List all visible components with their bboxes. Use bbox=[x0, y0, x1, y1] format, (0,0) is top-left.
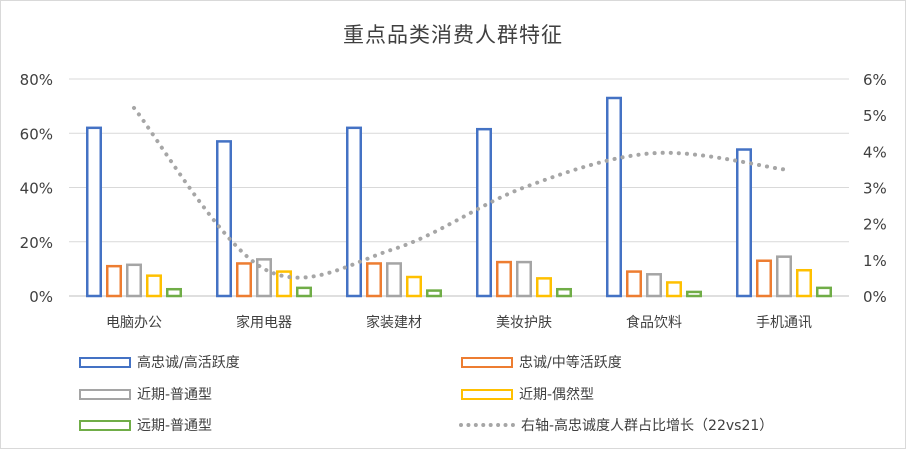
bar bbox=[406, 275, 422, 298]
x-tick-label: 电脑办公 bbox=[106, 315, 162, 331]
y-right-tick-label: 5% bbox=[863, 107, 887, 125]
bar bbox=[86, 126, 102, 298]
chart-title: 重点品类消费人群特征 bbox=[343, 23, 563, 47]
bar bbox=[426, 289, 442, 298]
bar bbox=[386, 262, 402, 298]
x-tick-label: 美妆护肤 bbox=[496, 315, 552, 331]
y-left-tick-label: 60% bbox=[20, 125, 53, 143]
bar bbox=[646, 273, 662, 298]
y-right-tick-label: 1% bbox=[863, 252, 887, 270]
bar bbox=[796, 268, 812, 298]
bar bbox=[216, 140, 232, 298]
y-left-tick-label: 20% bbox=[20, 234, 53, 252]
x-tick-label: 家用电器 bbox=[236, 314, 292, 331]
bar bbox=[606, 96, 622, 298]
bar bbox=[146, 274, 162, 298]
bar bbox=[366, 262, 382, 298]
bar bbox=[126, 263, 142, 298]
bars bbox=[86, 96, 832, 298]
gridlines bbox=[69, 78, 849, 297]
bar bbox=[626, 270, 642, 298]
bar bbox=[536, 277, 552, 298]
bar bbox=[516, 260, 532, 298]
bar bbox=[236, 262, 252, 298]
bar bbox=[106, 264, 122, 298]
bar bbox=[686, 290, 702, 298]
y-right-tick-label: 0% bbox=[863, 288, 887, 306]
bar bbox=[736, 148, 752, 298]
y-right-tick-label: 6% bbox=[863, 71, 887, 89]
y-left-tick-label: 0% bbox=[29, 288, 53, 306]
bar bbox=[776, 255, 792, 298]
bar bbox=[476, 127, 492, 298]
x-tick-label: 家装建材 bbox=[366, 314, 422, 331]
y-right-tick-label: 2% bbox=[863, 216, 887, 234]
bar bbox=[166, 287, 182, 298]
bar bbox=[296, 286, 312, 298]
axes: 0% 20% 40% 60% 80% 0% 1% 2% 3% 4% 5% 6% 电脑办公 家用电器 家装建材… bbox=[20, 71, 887, 331]
line-series-path bbox=[132, 105, 786, 280]
y-right-tick-label: 3% bbox=[863, 180, 887, 198]
bar bbox=[346, 126, 362, 298]
bar bbox=[496, 260, 512, 298]
y-left-tick-label: 40% bbox=[20, 180, 53, 198]
bar bbox=[756, 259, 772, 298]
line-series bbox=[132, 105, 786, 280]
bar bbox=[666, 281, 682, 298]
bar bbox=[816, 286, 832, 298]
x-tick-label: 手机通讯 bbox=[756, 315, 812, 331]
bar bbox=[276, 270, 292, 298]
bar bbox=[556, 287, 572, 298]
x-tick-label: 食品饮料 bbox=[626, 314, 682, 331]
y-right-tick-label: 4% bbox=[863, 143, 887, 161]
y-left-tick-label: 80% bbox=[20, 71, 53, 89]
